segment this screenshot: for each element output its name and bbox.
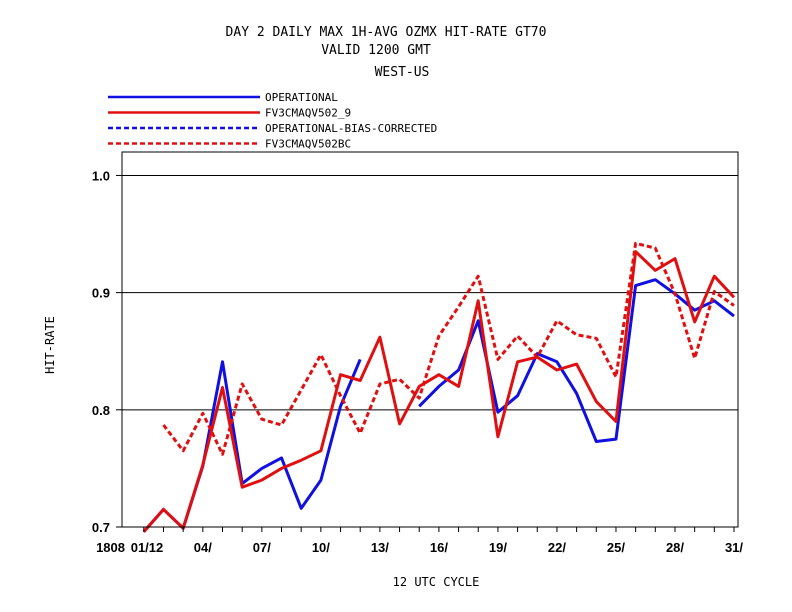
chart-title: DAY 2 DAILY MAX 1H-AVG OZMX HIT-RATE GT7… [226,25,547,80]
x-tick-label-2: 01/12 [131,540,164,555]
x-tick-label-7: 16/ [430,540,448,555]
x-tick-label-12: 31/ [725,540,743,555]
x-tick-label-11: 28/ [666,540,684,555]
title-line-1: DAY 2 DAILY MAX 1H-AVG OZMX HIT-RATE GT7… [226,25,547,40]
legend-label-1: OPERATIONAL [265,91,338,104]
y-axis-label: HIT-RATE [43,316,57,374]
x-tick-label-6: 13/ [371,540,389,555]
series-line-1-seg-1 [142,358,362,533]
series-line-1-seg-2 [418,278,735,443]
title-line-2: VALID 1200 GMT [321,43,431,58]
x-tick-label-5: 10/ [312,540,330,555]
series-lines [142,241,736,533]
x-axis-ticks: 1808 01/12 04/07/10/13/16/19/22/25/28/31/ [96,527,743,555]
y-axis-ticks: 0.7 0.8 0.9 1.0 [92,168,122,535]
gridlines [122,174,738,411]
y-tick-label-4: 1.0 [92,168,110,183]
y-tick-label-2: 0.8 [92,403,110,418]
title-line-3: WEST-US [375,65,430,80]
legend-label-3: OPERATIONAL-BIAS-CORRECTED [265,122,437,135]
y-tick-label-1: 0.7 [92,520,110,535]
series-line-4-seg-1 [162,241,735,456]
legend-label-2: FV3CMAQV502_9 [265,107,351,120]
x-tick-label-1: 1808 [96,540,125,555]
y-tick-label-3: 0.9 [92,286,110,301]
x-axis-label: 12 UTC CYCLE [393,575,480,589]
x-tick-label-9: 22/ [548,540,566,555]
x-tick-label-10: 25/ [607,540,625,555]
x-tick-label-3: 04/ [194,540,212,555]
plot-frame [121,151,739,528]
series-line-2-seg-1 [142,250,736,533]
legend-label-4: FV3CMAQV502BC [265,138,351,151]
x-tick-label-8: 19/ [489,540,507,555]
legend: OPERATIONAL FV3CMAQV502_9 OPERATIONAL-BIAS… [108,91,437,151]
x-tick-label-4: 07/ [253,540,271,555]
